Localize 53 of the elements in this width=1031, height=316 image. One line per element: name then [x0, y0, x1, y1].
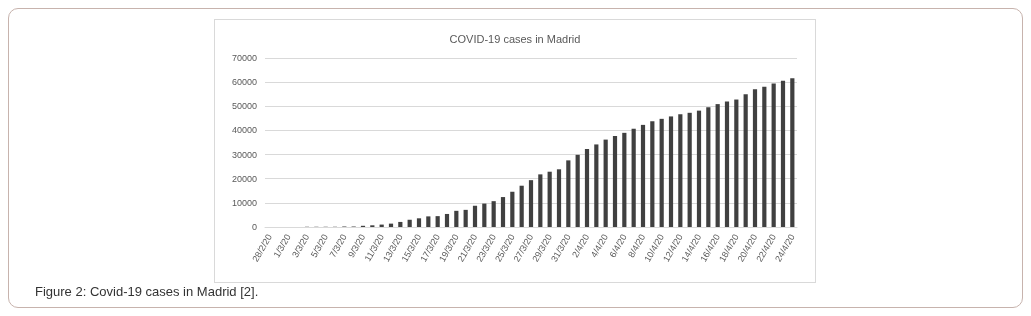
bar: [752, 89, 758, 227]
bar: [444, 213, 450, 227]
bar: [743, 94, 748, 227]
chart-title: COVID-19 cases in Madrid: [449, 32, 581, 45]
y-tick-label: 30000: [231, 149, 257, 160]
bar: [734, 99, 739, 227]
bar: [594, 144, 599, 227]
bar: [640, 124, 646, 227]
bar: [668, 116, 674, 227]
y-tick-label: 10000: [231, 197, 257, 208]
bar: [780, 80, 786, 227]
bar: [435, 216, 440, 227]
y-tick-label: 70000: [231, 53, 257, 63]
bar: [706, 107, 711, 227]
bar: [790, 78, 795, 227]
y-tick-label: 40000: [231, 125, 257, 136]
bar: [659, 118, 664, 227]
y-tick-label: 50000: [231, 101, 257, 112]
bar: [678, 114, 683, 227]
bar: [715, 104, 720, 227]
bar: [556, 169, 562, 227]
bar: [519, 185, 524, 227]
bar: [528, 180, 534, 227]
bar: [426, 216, 431, 227]
bar: [575, 154, 580, 227]
bar: [696, 110, 702, 227]
caption: Figure 2: Covid-19 cases in Madrid [2].: [35, 284, 259, 299]
bar: [491, 201, 496, 227]
bar: [566, 160, 571, 227]
bar: [398, 221, 403, 227]
bar: [650, 121, 655, 227]
bar: [612, 135, 618, 227]
y-tick-label: 60000: [231, 77, 257, 88]
bar: [472, 205, 478, 227]
bar: [454, 210, 459, 227]
bar: [622, 132, 627, 227]
y-tick-label: 0: [251, 222, 257, 232]
bar: [547, 171, 552, 227]
bar: [762, 86, 767, 227]
bar: [500, 197, 506, 227]
bar: [463, 209, 468, 227]
bar: [687, 112, 692, 227]
bar: [510, 191, 515, 227]
bar: [584, 149, 590, 227]
y-tick-label: 20000: [231, 173, 257, 184]
bar: [538, 174, 543, 227]
bar: [603, 139, 608, 227]
bar: [724, 101, 730, 227]
bar: [407, 219, 412, 227]
bar: [482, 203, 487, 227]
bar: [771, 83, 776, 227]
bar: [416, 218, 422, 227]
bar: [631, 128, 636, 227]
